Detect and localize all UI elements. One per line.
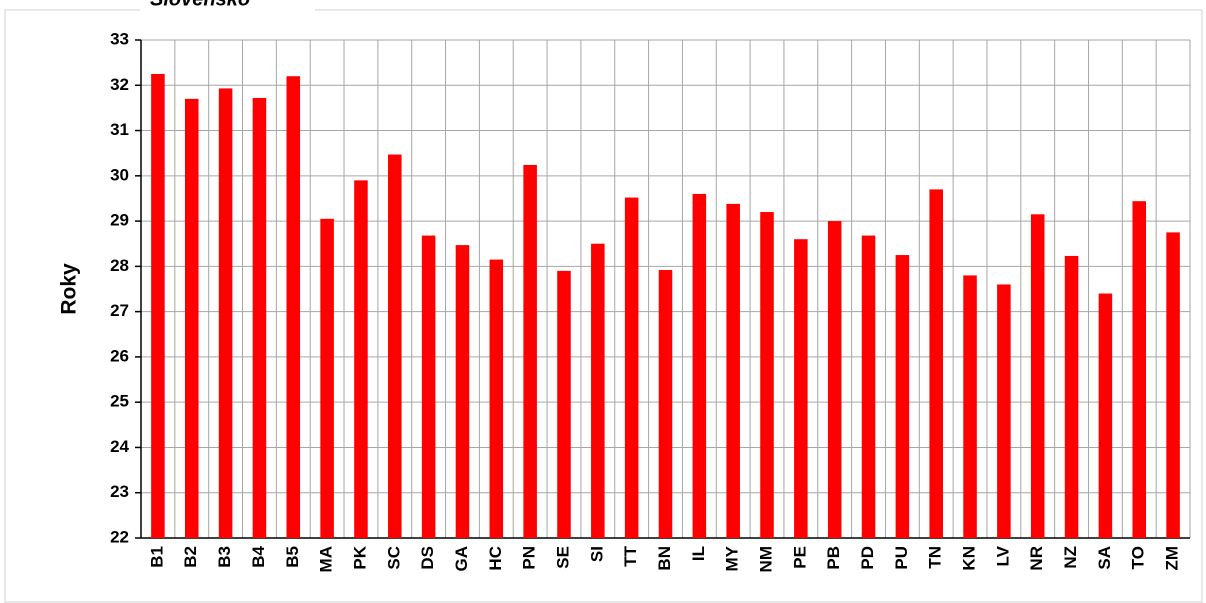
x-tick-label: PD [858,546,877,570]
x-tick-label: NR [1027,546,1046,571]
bar [1098,293,1113,538]
x-tick-label: IL [689,546,708,561]
bar [218,88,233,538]
bar [1132,201,1147,539]
x-tick-label: ZM [1163,546,1182,571]
x-tick-label: MA [317,546,336,572]
bar [455,245,470,538]
x-tick-label: MY [723,545,742,571]
y-tick-label: 25 [110,392,129,411]
y-tick-label: 33 [110,29,129,48]
x-tick-label: BN [655,546,674,571]
chart-title: Slovensko [150,0,250,10]
y-tick-label: 26 [110,346,129,365]
x-tick-label: B5 [283,546,302,568]
x-tick-label: SA [1095,546,1114,570]
y-tick-label: 30 [110,165,129,184]
y-tick-label: 28 [110,256,129,275]
bar [861,235,876,538]
x-tick-label: TO [1129,546,1148,569]
bar [658,269,673,538]
y-axis-label: Roky [58,263,81,315]
bar [794,239,808,538]
bar [1030,214,1045,539]
bar [388,154,402,539]
x-tick-label: PU [892,546,911,570]
x-tick-label: DS [418,546,437,570]
bar [151,73,165,539]
y-tick-label: 24 [110,437,129,456]
x-tick-label: B4 [249,545,268,567]
bar [421,235,436,538]
x-tick-label: B3 [215,546,234,568]
bar [929,189,943,538]
bar [827,221,842,538]
x-tick-label: B2 [181,546,200,568]
x-tick-label: SE [553,546,572,569]
bar [489,259,504,538]
bar [997,284,1011,538]
bar [591,243,605,538]
x-tick-label: PB [824,546,843,570]
bar [320,218,334,538]
y-tick-label: 23 [110,482,129,501]
x-tick-label: PE [790,546,809,569]
bar [184,98,199,538]
x-tick-label: NZ [1061,546,1080,569]
x-tick-label: NM [757,546,776,572]
x-tick-label: SI [587,546,606,562]
x-tick-label: LV [993,545,1012,566]
x-tick-label: HC [486,546,505,571]
x-tick-label: GA [452,546,471,572]
x-tick-label: KN [960,546,979,571]
bar [252,97,267,538]
x-tick-label: B1 [147,546,166,568]
x-tick-label: TN [926,546,945,569]
y-tick-label: 32 [110,75,129,94]
y-tick-label: 27 [110,301,129,320]
x-tick-label: SC [384,546,403,570]
x-tick-label: PN [520,546,539,570]
bar [895,255,910,538]
bar [692,193,707,538]
y-tick-label: 22 [110,527,129,546]
bar [354,180,368,538]
x-tick-label: PK [350,545,369,569]
y-tick-label: 29 [110,211,129,230]
bar [557,270,571,538]
bar [523,164,537,538]
bar [624,197,639,539]
bar [963,275,977,538]
bar [286,76,301,538]
x-tick-label: TT [621,545,640,566]
bar [1166,232,1180,538]
bar [760,212,774,538]
bar [1064,255,1079,538]
y-tick-label: 31 [110,120,129,139]
bar [726,203,740,538]
title-backdrop [140,0,315,12]
